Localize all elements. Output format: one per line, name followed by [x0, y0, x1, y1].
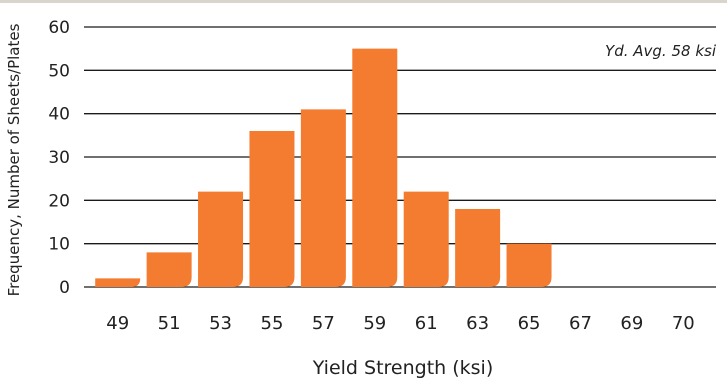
y-tick-label: 20	[48, 191, 70, 211]
x-tick-label: 59	[363, 313, 386, 334]
bar	[403, 191, 449, 287]
y-tick-label: 60	[48, 18, 70, 38]
x-axis-label: Yield Strength (ksi)	[312, 357, 494, 379]
average-annotation: Yd. Avg. 58 ksi	[605, 42, 717, 60]
x-tick-label: 65	[518, 313, 541, 334]
y-tick-label: 10	[48, 235, 70, 255]
top-accent-bar	[0, 0, 727, 3]
bar	[300, 109, 346, 287]
bar	[352, 48, 398, 287]
y-tick-label: 30	[48, 148, 70, 168]
x-tick-label: 70	[672, 313, 695, 334]
x-tick-label: 67	[569, 313, 592, 334]
x-tick-label: 51	[158, 313, 181, 334]
x-tick-label: 69	[620, 313, 643, 334]
y-tick-labels: 0 10 20 30 40 50 60	[48, 18, 70, 298]
x-tick-label: 57	[312, 313, 335, 334]
bar	[249, 131, 295, 287]
y-tick-label: 40	[48, 105, 70, 125]
bars	[95, 48, 552, 287]
y-axis-label: Frequency, Number of Sheets/Plates	[5, 23, 23, 296]
bar	[95, 278, 141, 287]
bar	[146, 252, 192, 287]
y-tick-label: 50	[48, 61, 70, 81]
x-tick-label: 55	[261, 313, 284, 334]
bar	[198, 191, 244, 287]
x-tick-label: 61	[415, 313, 438, 334]
bar	[506, 243, 552, 287]
gridlines	[84, 26, 716, 288]
x-tick-label: 63	[466, 313, 489, 334]
x-tick-label: 53	[209, 313, 232, 334]
bar	[455, 209, 501, 287]
x-tick-label: 49	[106, 313, 129, 334]
y-tick-label: 0	[59, 278, 70, 298]
x-tick-labels: 49 51 53 55 57 59 61 63 65 67 69 70	[106, 313, 694, 334]
